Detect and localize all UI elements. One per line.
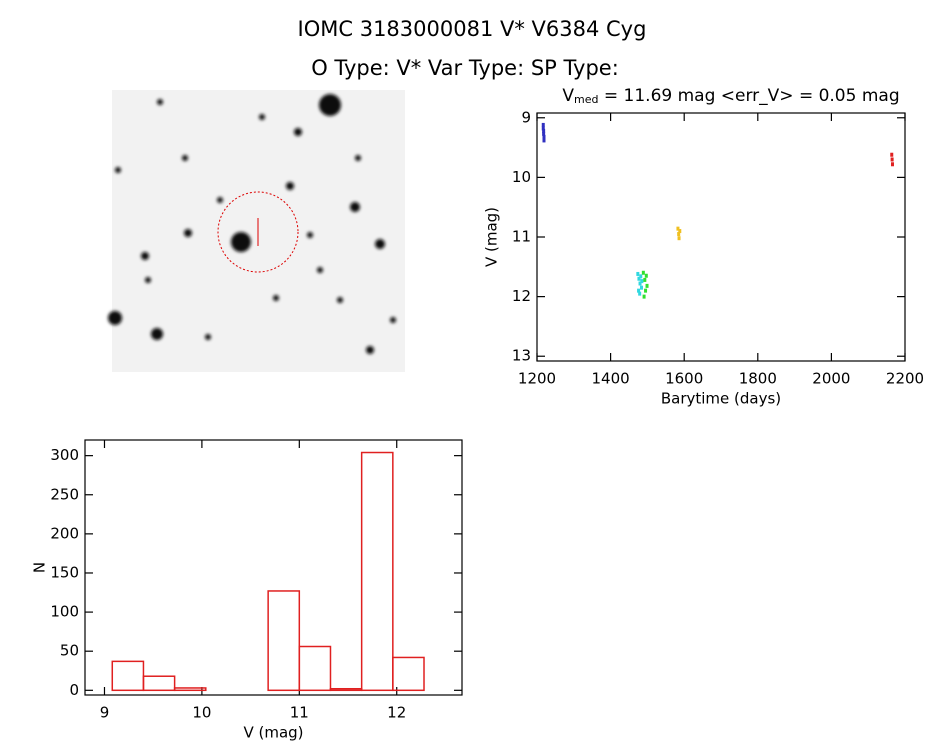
histogram-bar (392, 656, 425, 692)
data-point (542, 128, 546, 133)
y-tick-label: 9 (521, 108, 531, 126)
y-tick-label: 200 (50, 524, 79, 542)
data-point (677, 236, 681, 241)
data-point (641, 270, 645, 275)
data-point (541, 122, 545, 127)
y-axis-label: V (mag) (483, 207, 501, 267)
y-tick-label: 10 (512, 168, 531, 186)
data-point (638, 281, 642, 286)
data-point (639, 274, 643, 279)
histogram-bar (267, 590, 301, 692)
y-tick-label: 0 (69, 681, 79, 699)
histogram-bar (298, 645, 332, 692)
x-tick-label: 11 (290, 704, 309, 722)
plot-frame (84, 439, 463, 696)
x-axis-label: V (mag) (243, 724, 303, 742)
histogram-bar (111, 660, 145, 692)
x-tick-label: 9 (100, 704, 110, 722)
data-point (890, 157, 894, 162)
data-point (677, 232, 681, 237)
data-point (644, 273, 648, 278)
histogram-bar (329, 687, 363, 692)
data-point (890, 152, 894, 157)
x-tick-label: 2200 (886, 370, 924, 388)
y-tick-label: 300 (50, 446, 79, 464)
sky-image (108, 90, 405, 372)
y-tick-label: 100 (50, 603, 79, 621)
chart-title-part: med (574, 93, 598, 106)
y-tick-label: 150 (50, 563, 79, 581)
page-subtitle: O Type: V* Var Type: SP Type: (311, 56, 619, 80)
data-point (542, 134, 546, 139)
histogram-bar (142, 675, 176, 692)
data-point (638, 291, 642, 296)
data-point (640, 285, 644, 290)
data-point (636, 271, 640, 276)
histogram-bar (360, 451, 394, 692)
data-point (676, 226, 680, 231)
x-tick-label: 2000 (812, 370, 850, 388)
chart-title-part: V (562, 86, 574, 106)
x-tick-label: 1800 (739, 370, 777, 388)
plot-frame (536, 112, 906, 362)
data-point (637, 276, 641, 281)
x-axis-label: Barytime (days) (661, 390, 781, 408)
y-axis-label: N (31, 562, 49, 573)
y-tick-label: 11 (512, 228, 531, 246)
data-point (640, 279, 644, 284)
data-point (637, 288, 641, 293)
data-point (678, 229, 682, 234)
y-tick-label: 50 (60, 642, 79, 660)
x-tick-label: 1400 (592, 370, 630, 388)
data-point (644, 288, 648, 293)
chart-title-part: = 11.69 mag <err_V> = 0.05 mag (598, 86, 899, 106)
data-point (642, 294, 646, 299)
data-point (542, 138, 546, 143)
x-tick-label: 10 (192, 704, 211, 722)
page-title: IOMC 3183000081 V* V6384 Cyg (298, 17, 647, 41)
data-point (541, 126, 545, 131)
chart-title: Vmed = 11.69 mag <err_V> = 0.05 mag (562, 86, 899, 106)
data-point (643, 277, 647, 282)
x-tick-label: 1200 (518, 370, 556, 388)
y-tick-label: 250 (50, 485, 79, 503)
x-tick-label: 1600 (665, 370, 703, 388)
y-tick-label: 12 (512, 287, 531, 305)
y-tick-label: 13 (512, 347, 531, 365)
data-point (890, 162, 894, 167)
x-tick-label: 12 (387, 704, 406, 722)
data-point (542, 131, 546, 136)
data-point (645, 283, 649, 288)
histogram-bar (173, 687, 207, 692)
